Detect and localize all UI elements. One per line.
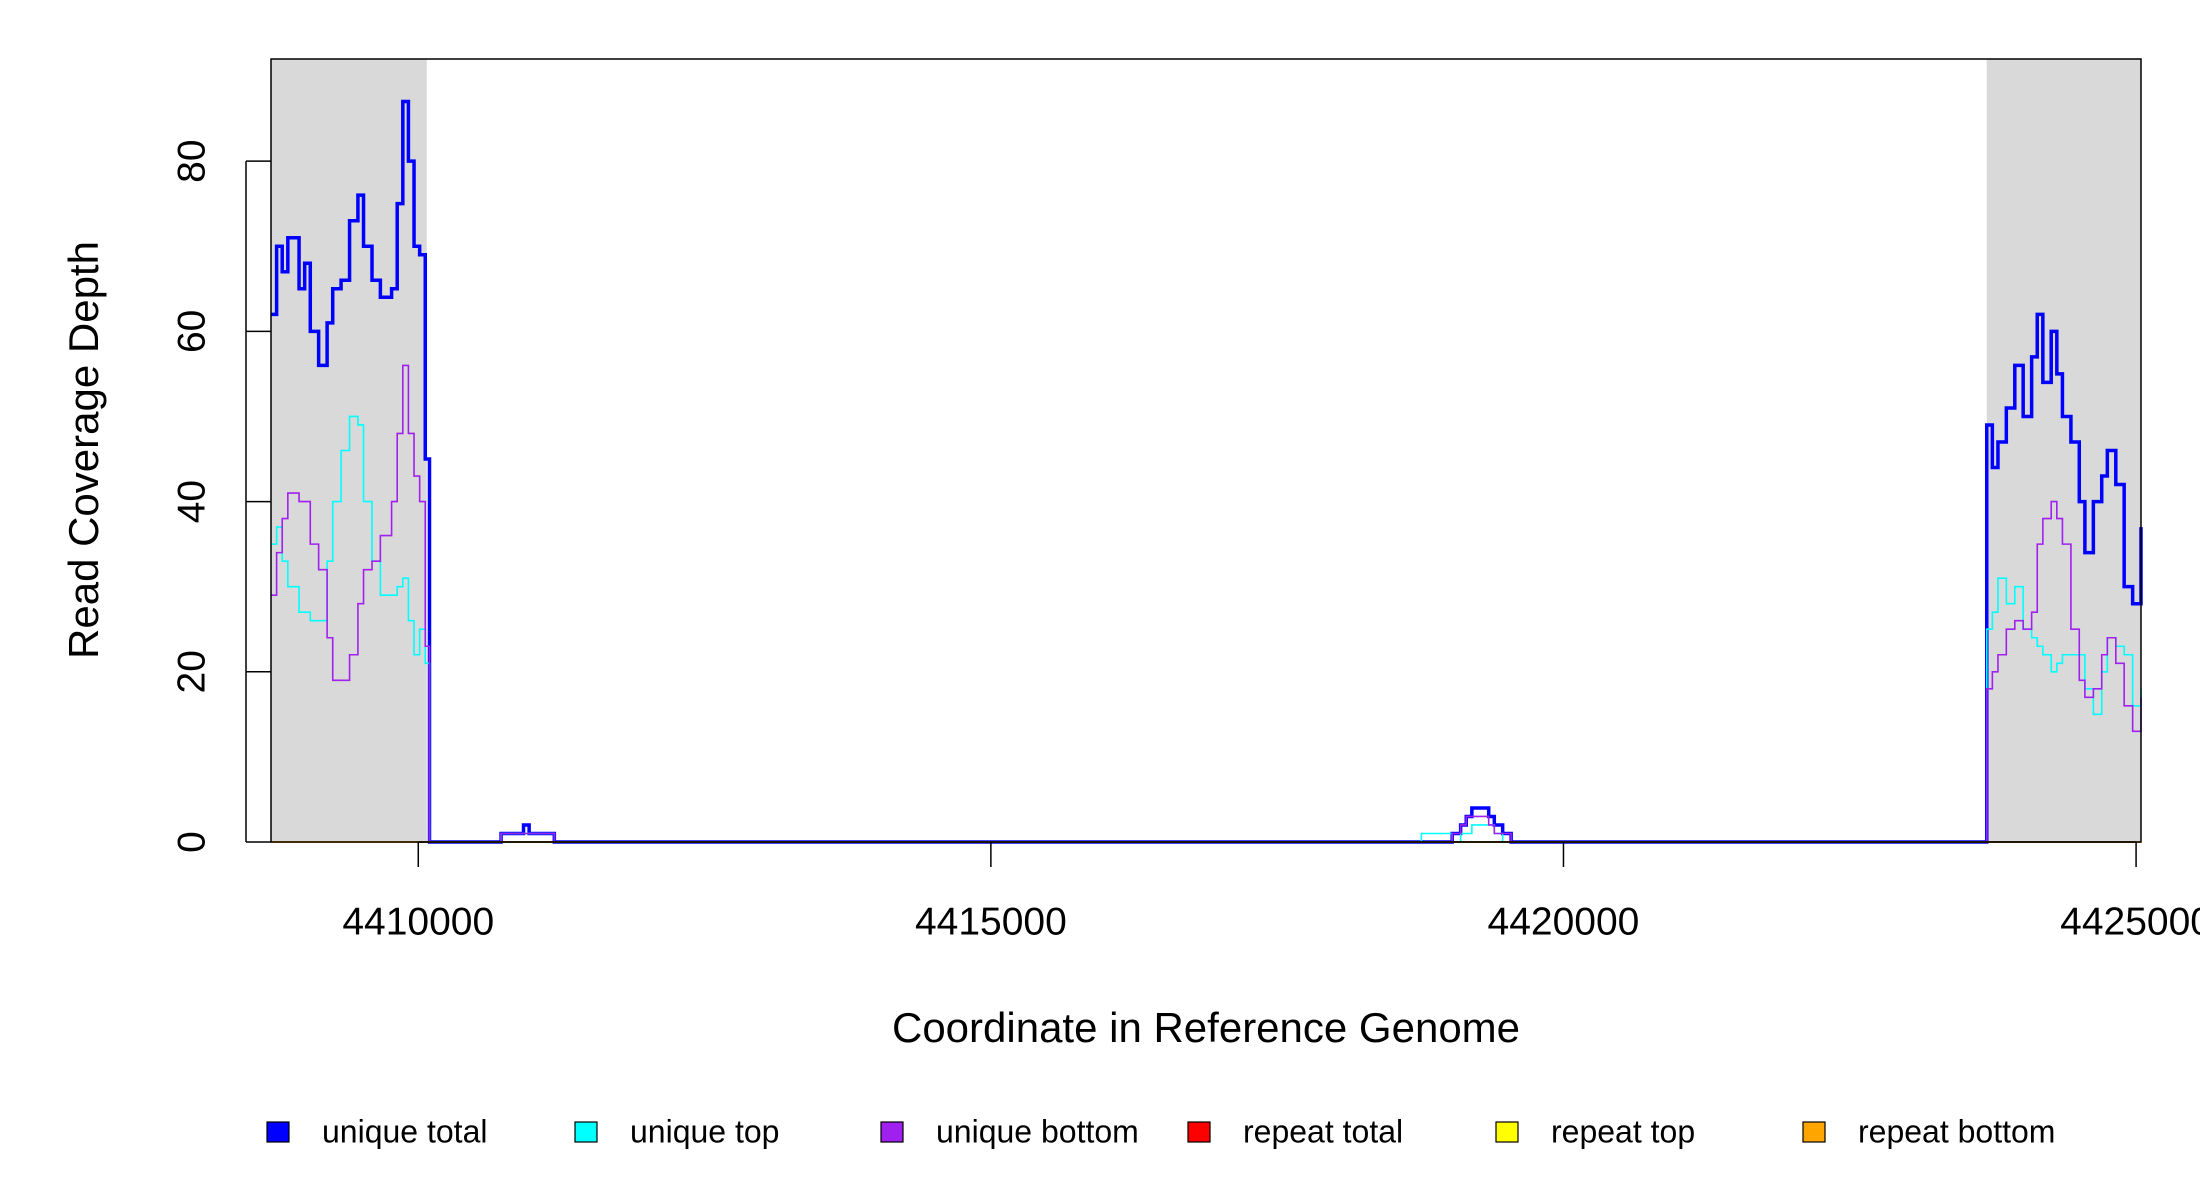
x-tick-label: 4425000	[2060, 900, 2200, 943]
series-line	[271, 99, 2143, 844]
legend-swatch	[1802, 1121, 1826, 1143]
legend-item: repeat top	[1495, 1113, 1695, 1149]
series-line	[271, 415, 2142, 843]
legend-item: unique total	[266, 1113, 487, 1149]
legend-swatch	[266, 1121, 290, 1143]
legend-swatch	[1495, 1121, 1519, 1143]
plot-frame	[270, 58, 2142, 843]
x-tick-label: 4410000	[342, 900, 494, 943]
shaded-region	[1986, 59, 2141, 842]
y-tick-label: 80	[170, 139, 213, 182]
legend-label: repeat total	[1243, 1113, 1403, 1149]
legend-swatch	[880, 1121, 904, 1143]
legend-item: repeat total	[1187, 1113, 1403, 1149]
legend-label: unique top	[630, 1113, 779, 1149]
legend-swatch	[574, 1121, 598, 1143]
legend-label: unique bottom	[936, 1113, 1139, 1149]
legend-swatch	[1187, 1121, 1211, 1143]
legend-label: unique total	[322, 1113, 487, 1149]
legend-item: unique top	[574, 1113, 779, 1149]
legend-label: repeat bottom	[1858, 1113, 2055, 1149]
x-tick-label: 4415000	[915, 900, 1067, 943]
y-tick-label: 20	[170, 650, 213, 693]
y-tick-label: 40	[170, 480, 213, 523]
y-tick-label: 0	[170, 831, 213, 853]
legend-item: unique bottom	[880, 1113, 1139, 1149]
legend-label: repeat top	[1551, 1113, 1695, 1149]
x-axis-title: Coordinate in Reference Genome	[892, 1004, 1520, 1051]
x-tick-label: 4420000	[1488, 900, 1640, 943]
y-tick-label: 60	[170, 310, 213, 353]
y-axis-title: Read Coverage Depth	[60, 241, 107, 659]
legend-item: repeat bottom	[1802, 1113, 2055, 1149]
series-line	[271, 364, 2142, 843]
